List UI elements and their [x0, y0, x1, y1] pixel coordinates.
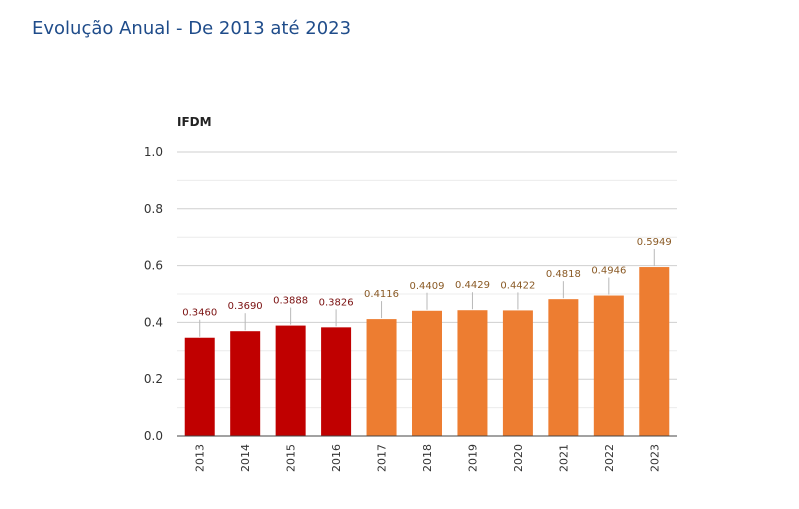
bar [639, 267, 670, 436]
page-title: Evolução Anual - De 2013 até 2023 [32, 18, 352, 39]
value-labels: 0.3460 0.3690 0.3888 0.3826 0.4116 0.4409 0.44… [182, 237, 672, 337]
x-tick-label: 2013 [194, 444, 207, 472]
y-axis-title: IFDM [177, 115, 212, 129]
value-label: 0.4818 [546, 269, 581, 280]
value-label: 0.4429 [455, 280, 490, 291]
value-label: 0.4116 [364, 289, 399, 300]
x-tick-label: 2021 [557, 444, 570, 472]
y-tick-label: 0.6 [144, 259, 163, 273]
x-tick-label: 2016 [330, 444, 343, 472]
x-axis-ticks: 2013 2014 2015 2016 2017 2018 2019 2020 2021 2022… [194, 444, 662, 472]
x-tick-label: 2019 [466, 444, 479, 472]
x-tick-label: 2018 [421, 444, 434, 472]
bar [548, 299, 579, 436]
x-tick-label: 2015 [285, 444, 298, 472]
value-label: 0.4946 [591, 266, 626, 277]
bar [593, 295, 624, 436]
value-label: 0.4409 [410, 281, 445, 292]
x-tick-label: 2014 [239, 444, 252, 472]
bar [321, 327, 352, 436]
y-tick-label: 0.2 [144, 372, 163, 386]
value-label: 0.5949 [637, 237, 672, 248]
x-tick-label: 2020 [512, 444, 525, 472]
y-tick-label: 0.0 [144, 429, 163, 443]
bar [412, 310, 442, 436]
y-tick-label: 0.8 [144, 202, 163, 216]
bar [275, 325, 306, 436]
value-label: 0.4422 [500, 280, 535, 291]
bars [184, 267, 670, 436]
x-tick-label: 2022 [603, 444, 616, 472]
bar [366, 319, 397, 436]
y-axis-ticks: 0.0 0.2 0.4 0.6 0.8 1.0 [144, 145, 163, 443]
bar [184, 337, 215, 436]
value-label: 0.3826 [319, 297, 354, 308]
x-tick-label: 2017 [376, 444, 389, 472]
bar [230, 331, 261, 436]
y-tick-label: 0.4 [144, 315, 163, 329]
x-tick-label: 2023 [648, 444, 661, 472]
value-label: 0.3460 [182, 308, 217, 319]
value-label: 0.3690 [228, 301, 263, 312]
bar [502, 310, 533, 436]
value-label: 0.3888 [273, 296, 308, 307]
bar [457, 310, 488, 436]
y-tick-label: 1.0 [144, 145, 163, 159]
